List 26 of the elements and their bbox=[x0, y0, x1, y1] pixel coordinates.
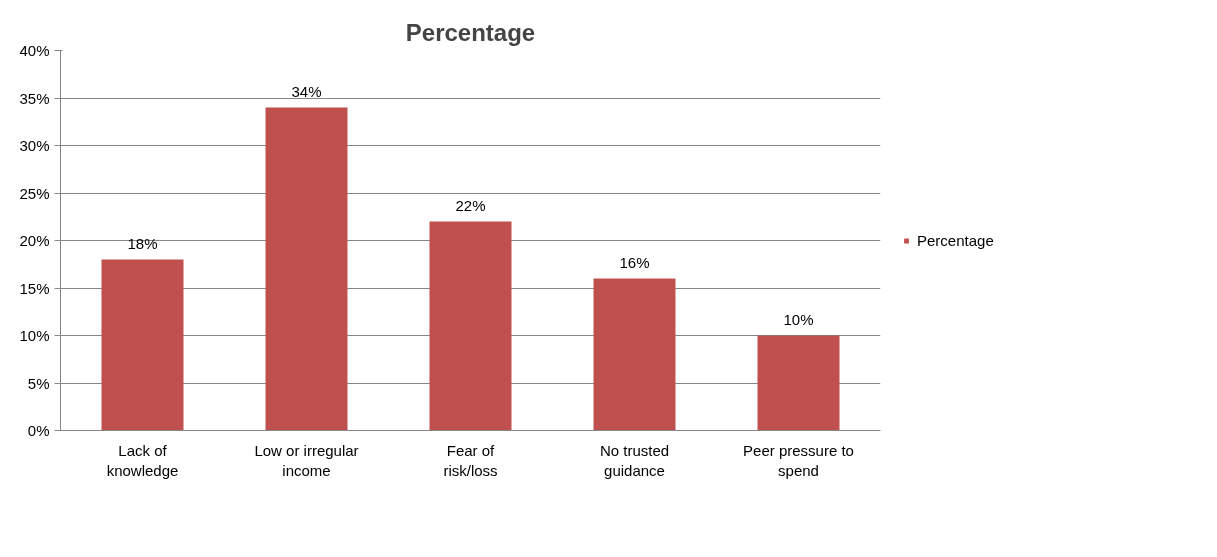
bar bbox=[101, 259, 184, 431]
y-tick-label: 10% bbox=[19, 327, 50, 344]
legend-label: Percentage bbox=[917, 231, 994, 249]
x-tick-label: Fear of risk/loss bbox=[443, 441, 498, 479]
y-tick-label: 5% bbox=[27, 374, 50, 392]
y-tick-label: 0% bbox=[27, 422, 50, 439]
bar bbox=[265, 107, 348, 431]
x-tick-label: No trusted guidance bbox=[599, 441, 670, 479]
data-label: 10% bbox=[783, 310, 814, 328]
x-tick-label: Peer pressure to spend bbox=[743, 441, 854, 479]
x-tick-label: Lack of knowledge bbox=[106, 441, 179, 479]
y-tick-label: 35% bbox=[19, 89, 50, 107]
bar bbox=[429, 221, 512, 431]
bar bbox=[593, 278, 676, 431]
data-label: 22% bbox=[455, 196, 486, 214]
x-tick-label: Low or irregular income bbox=[254, 441, 359, 479]
data-label: 18% bbox=[127, 234, 158, 252]
y-tick-label: 30% bbox=[19, 137, 50, 154]
bar bbox=[757, 335, 840, 431]
y-tick-label: 15% bbox=[19, 279, 50, 297]
data-label: 34% bbox=[291, 82, 322, 100]
y-tick-label: 20% bbox=[19, 232, 50, 249]
y-tick-label: 25% bbox=[19, 184, 50, 202]
data-label: 16% bbox=[619, 253, 650, 271]
y-tick-label: 40% bbox=[19, 42, 50, 59]
chart-title: Percentage bbox=[405, 18, 536, 46]
